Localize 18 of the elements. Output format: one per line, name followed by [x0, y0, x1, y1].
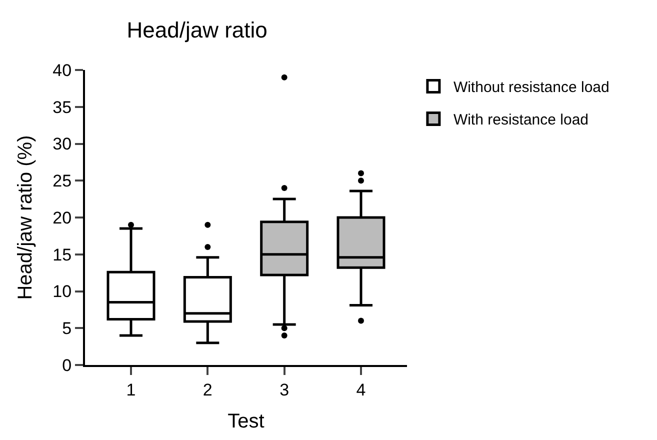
x-axis-title: Test — [228, 410, 265, 432]
chart-title: Head/jaw ratio — [126, 17, 268, 42]
x-tick-label: 2 — [202, 380, 212, 400]
x-tick-label: 3 — [280, 380, 290, 400]
y-tick-label: 40 — [52, 60, 72, 80]
y-tick-label: 0 — [62, 356, 72, 375]
x-tick-label: 1 — [126, 380, 136, 400]
y-tick-label: 30 — [52, 134, 72, 154]
y-tick-label: 35 — [52, 98, 72, 117]
y-tick-label: 25 — [52, 172, 72, 191]
y-tick-label: 20 — [52, 208, 72, 228]
legend-label: Without resistance load — [453, 79, 610, 96]
y-tick-label: 5 — [62, 319, 72, 338]
y-axis-title: Head/jaw ratio (%) — [14, 135, 37, 300]
legend-label: With resistance load — [453, 112, 589, 129]
y-tick-label: 10 — [52, 282, 72, 302]
y-tick-label: 15 — [52, 245, 72, 264]
x-tick-label: 4 — [356, 380, 366, 400]
